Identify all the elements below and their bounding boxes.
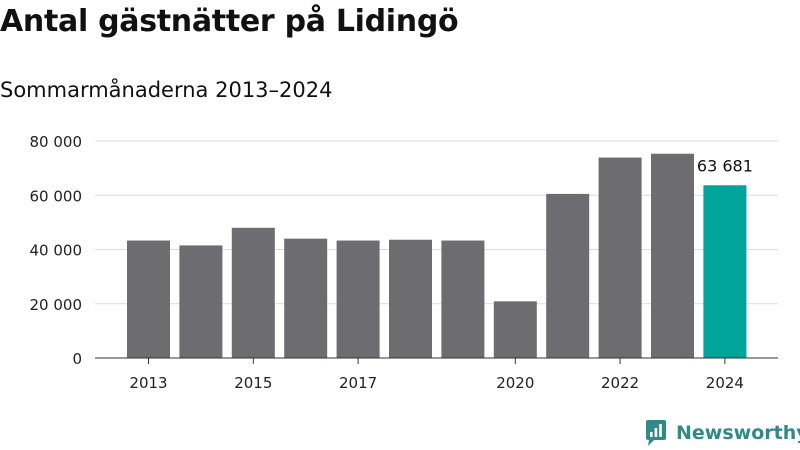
bar: [231, 227, 275, 358]
data-label: 63 681: [697, 156, 753, 175]
bar: [389, 239, 432, 358]
y-tick-label: 40 000: [30, 242, 83, 260]
x-tick-label: 2024: [706, 374, 744, 392]
newsworthy-logo-icon: [646, 420, 666, 446]
chart-subtitle: Sommarmånaderna 2013–2024: [0, 78, 333, 102]
x-tick-label: 2020: [496, 374, 534, 392]
y-tick-label: 20 000: [30, 296, 83, 314]
bar: [546, 193, 590, 358]
brand-name: Newsworthy: [676, 422, 800, 444]
bar: [493, 301, 537, 358]
y-tick-label: 0: [72, 350, 82, 368]
bar: [336, 240, 380, 358]
bar: [703, 185, 747, 358]
chart-title: Antal gästnätter på Lidingö: [0, 4, 459, 39]
y-tick-label: 80 000: [30, 133, 83, 151]
bar: [127, 240, 170, 358]
brand-logo: Newsworthy: [644, 418, 800, 448]
x-tick-label: 2017: [339, 374, 377, 392]
bar: [598, 157, 642, 358]
bar: [179, 245, 223, 358]
x-tick-label: 2022: [601, 374, 639, 392]
x-tick-label: 2013: [129, 374, 167, 392]
bar: [651, 153, 694, 358]
bar: [441, 240, 485, 358]
bar: [284, 238, 328, 358]
y-tick-label: 60 000: [30, 187, 83, 205]
x-tick-label: 2015: [234, 374, 272, 392]
